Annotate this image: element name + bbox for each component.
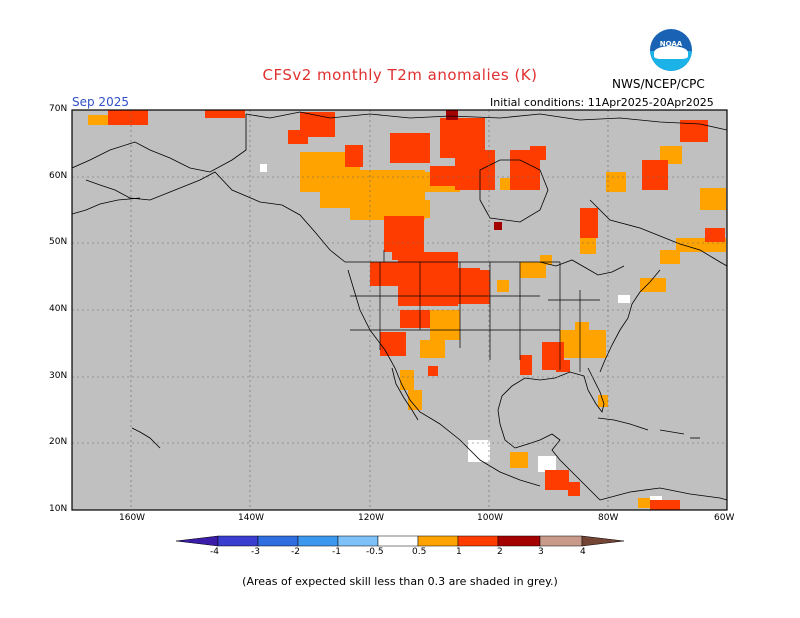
lon-label: 60W (714, 513, 735, 523)
colorbar-label: -0.5 (366, 547, 384, 557)
colorbar-label: 1 (456, 547, 462, 557)
map-title: CFSv2 monthly T2m anomalies (K) (262, 66, 538, 84)
colorbar-lower-arrow (175, 535, 219, 547)
initial-conditions: Initial conditions: 11Apr2025-20Apr2025 (490, 96, 714, 109)
anomaly-darkred (446, 110, 502, 230)
colorbar-label: 3 (538, 547, 544, 557)
agency-label: NWS/NCEP/CPC (612, 77, 705, 91)
lat-label: 40N (49, 304, 68, 314)
colorbar-label: -1 (332, 547, 341, 557)
political-boundaries (345, 250, 600, 372)
lat-label: 10N (49, 504, 68, 514)
noaa-logo: NOAA (650, 29, 692, 71)
colorbar-label: -3 (251, 547, 260, 557)
lat-label: 70N (49, 104, 68, 114)
colorbar-label: 0.5 (412, 547, 427, 557)
coastlines (72, 111, 727, 501)
skill-footnote: (Areas of expected skill less than 0.3 a… (242, 575, 558, 588)
anomaly-red (108, 110, 725, 510)
forecast-month: Sep 2025 (72, 95, 129, 109)
colorbar-label: 2 (497, 547, 503, 557)
map-frame (71, 109, 728, 511)
lat-label: 50N (49, 237, 68, 247)
lon-label: 140W (238, 513, 265, 523)
colorbar-label: 4 (580, 547, 586, 557)
lat-label: 30N (49, 371, 68, 381)
graticule (72, 110, 727, 510)
colorbar-label: -4 (210, 547, 219, 557)
colorbar-upper-arrow (581, 535, 625, 547)
lon-label: 120W (358, 513, 385, 523)
colorbar (175, 535, 625, 547)
colorbar-label: -2 (291, 547, 300, 557)
lat-label: 60N (49, 171, 68, 181)
lat-label: 20N (49, 437, 68, 447)
lon-label: 160W (119, 513, 146, 523)
lon-label: 80W (598, 513, 619, 523)
lon-label: 100W (477, 513, 504, 523)
